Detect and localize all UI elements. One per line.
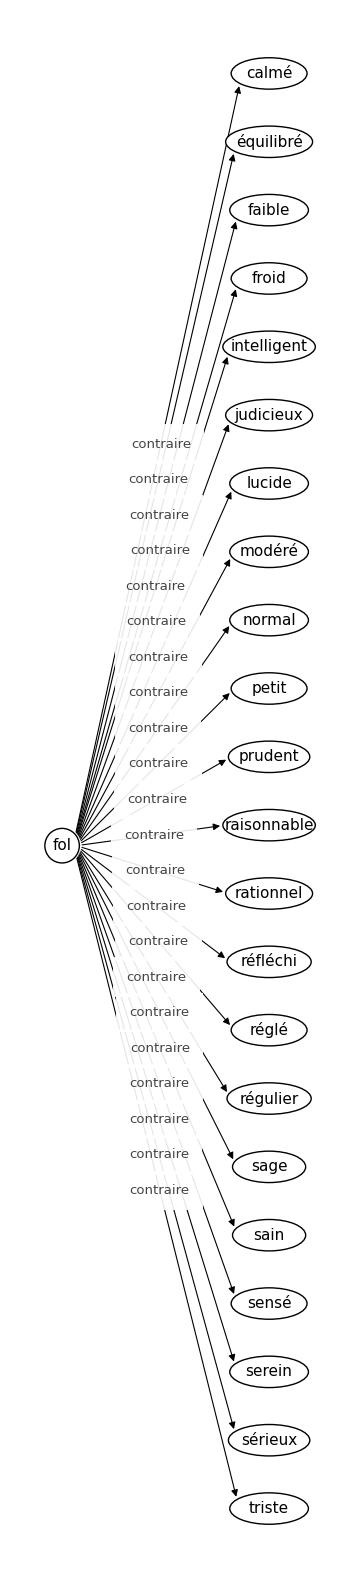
Text: contraire: contraire: [129, 1112, 189, 1126]
Ellipse shape: [223, 331, 315, 363]
Text: fol: fol: [52, 839, 72, 853]
Ellipse shape: [231, 262, 307, 294]
Text: contraire: contraire: [130, 544, 190, 558]
Ellipse shape: [228, 742, 310, 773]
Text: triste: triste: [249, 1500, 289, 1516]
Ellipse shape: [230, 1356, 308, 1387]
Text: modéré: modéré: [239, 544, 299, 559]
Text: sage: sage: [251, 1159, 287, 1175]
Text: contraire: contraire: [129, 1078, 189, 1090]
Ellipse shape: [226, 878, 313, 910]
Text: normal: normal: [242, 613, 296, 628]
Text: rationnel: rationnel: [235, 886, 303, 902]
Text: contraire: contraire: [128, 935, 189, 949]
Text: réfléchi: réfléchi: [240, 954, 298, 969]
Ellipse shape: [230, 1492, 308, 1524]
Text: froid: froid: [252, 270, 286, 286]
Ellipse shape: [233, 1219, 306, 1251]
Text: contraire: contraire: [127, 971, 187, 983]
Ellipse shape: [230, 195, 308, 226]
Text: sain: sain: [254, 1227, 285, 1243]
Text: petit: petit: [252, 680, 287, 696]
Text: contraire: contraire: [125, 864, 186, 877]
Text: contraire: contraire: [128, 721, 188, 735]
Text: réglé: réglé: [249, 1023, 289, 1038]
Text: contraire: contraire: [129, 1148, 189, 1161]
Text: contraire: contraire: [128, 687, 188, 699]
Text: lucide: lucide: [246, 476, 292, 492]
Text: contraire: contraire: [127, 616, 187, 628]
Ellipse shape: [223, 809, 315, 840]
Text: contraire: contraire: [128, 650, 188, 665]
Ellipse shape: [231, 58, 307, 90]
Text: contraire: contraire: [130, 1042, 190, 1054]
Text: raisonnable: raisonnable: [224, 817, 314, 833]
Ellipse shape: [231, 1015, 307, 1046]
Text: judicieux: judicieux: [235, 407, 304, 423]
Text: contraire: contraire: [124, 828, 184, 842]
Text: contraire: contraire: [130, 509, 190, 522]
Ellipse shape: [231, 672, 307, 704]
Ellipse shape: [227, 946, 311, 977]
Ellipse shape: [231, 1288, 307, 1320]
Text: contraire: contraire: [129, 1007, 190, 1020]
Ellipse shape: [228, 1425, 310, 1456]
Text: contraire: contraire: [126, 900, 186, 913]
Ellipse shape: [233, 1152, 306, 1183]
Text: contraire: contraire: [130, 1185, 190, 1197]
Ellipse shape: [230, 536, 308, 567]
Text: prudent: prudent: [239, 749, 299, 765]
Ellipse shape: [230, 605, 308, 636]
Text: faible: faible: [248, 203, 290, 218]
Ellipse shape: [226, 126, 313, 157]
Text: intelligent: intelligent: [230, 339, 308, 355]
Text: calmé: calmé: [246, 66, 292, 82]
Text: contraire: contraire: [128, 473, 188, 485]
Ellipse shape: [230, 468, 308, 500]
Text: contraire: contraire: [127, 793, 187, 806]
Ellipse shape: [227, 1082, 311, 1114]
Ellipse shape: [45, 828, 79, 862]
Text: sensé: sensé: [247, 1296, 292, 1312]
Text: contraire: contraire: [126, 580, 186, 592]
Text: sérieux: sérieux: [241, 1433, 297, 1448]
Text: régulier: régulier: [239, 1090, 299, 1106]
Text: équilibré: équilibré: [236, 134, 303, 149]
Text: contraire: contraire: [128, 757, 188, 770]
Ellipse shape: [226, 399, 313, 430]
Text: contraire: contraire: [131, 438, 191, 451]
Text: serein: serein: [246, 1364, 293, 1379]
